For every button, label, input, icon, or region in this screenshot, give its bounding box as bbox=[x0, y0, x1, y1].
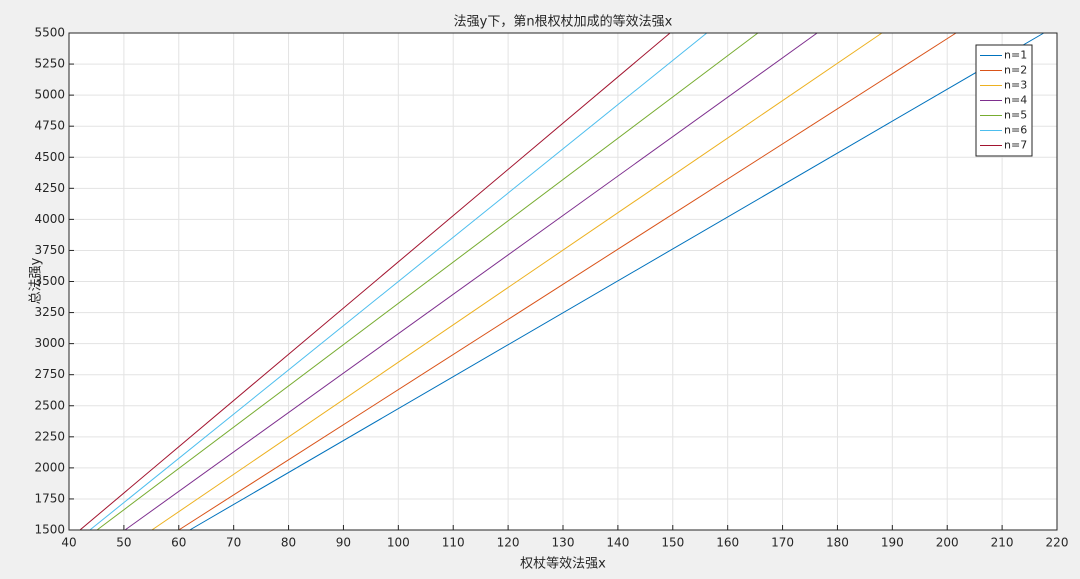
y-tick-label: 3000 bbox=[34, 336, 65, 350]
legend-label: n=4 bbox=[1004, 94, 1027, 107]
x-tick-label: 80 bbox=[281, 536, 296, 550]
x-tick-label: 190 bbox=[881, 536, 904, 550]
x-axis-label: 权杖等效法强x bbox=[520, 556, 606, 572]
x-tick-label: 200 bbox=[936, 536, 959, 550]
x-tick-label: 40 bbox=[61, 536, 76, 550]
y-tick-label: 4250 bbox=[34, 181, 65, 195]
y-tick-label: 4000 bbox=[34, 212, 65, 226]
x-tick-label: 180 bbox=[826, 536, 849, 550]
y-tick-label: 5250 bbox=[34, 57, 65, 71]
x-tick-label: 60 bbox=[171, 536, 186, 550]
y-tick-label: 2250 bbox=[34, 429, 65, 443]
legend-label: n=6 bbox=[1004, 124, 1027, 137]
legend-label: n=7 bbox=[1004, 139, 1027, 152]
line-series bbox=[96, 32, 759, 531]
line-series bbox=[178, 32, 957, 531]
line-series bbox=[189, 32, 1045, 531]
x-tick-label: 100 bbox=[387, 536, 410, 550]
x-tick-label: 220 bbox=[1046, 536, 1069, 550]
x-tick-label: 150 bbox=[661, 536, 684, 550]
chart-title: 法强y下，第n根权杖加成的等效法强x bbox=[454, 14, 673, 30]
y-tick-label: 5500 bbox=[34, 26, 65, 40]
y-tick-label: 3500 bbox=[34, 274, 65, 288]
line-series bbox=[79, 32, 671, 531]
line-series bbox=[89, 32, 708, 531]
y-tick-label: 1500 bbox=[34, 523, 65, 537]
y-tick-label: 2750 bbox=[34, 367, 65, 381]
x-tick-label: 50 bbox=[116, 536, 131, 550]
y-tick-label: 1750 bbox=[34, 491, 65, 505]
y-tick-label: 4750 bbox=[34, 119, 65, 133]
x-tick-label: 160 bbox=[716, 536, 739, 550]
x-tick-label: 140 bbox=[606, 536, 629, 550]
y-tick-label: 5000 bbox=[34, 88, 65, 102]
legend-label: n=2 bbox=[1004, 64, 1027, 77]
legend-label: n=1 bbox=[1004, 49, 1027, 62]
y-tick-label: 2500 bbox=[34, 398, 65, 412]
line-series bbox=[124, 32, 818, 531]
y-tick-label: 2000 bbox=[34, 460, 65, 474]
line-series bbox=[151, 32, 883, 531]
x-tick-label: 210 bbox=[991, 536, 1014, 550]
legend-label: n=5 bbox=[1004, 109, 1027, 122]
legend-label: n=3 bbox=[1004, 79, 1027, 92]
y-tick-label: 3750 bbox=[34, 243, 65, 257]
x-tick-label: 110 bbox=[442, 536, 465, 550]
x-tick-label: 120 bbox=[497, 536, 520, 550]
y-tick-label: 3250 bbox=[34, 305, 65, 319]
x-tick-label: 170 bbox=[771, 536, 794, 550]
y-tick-label: 4500 bbox=[34, 150, 65, 164]
x-tick-label: 90 bbox=[336, 536, 351, 550]
x-tick-label: 130 bbox=[552, 536, 575, 550]
x-tick-label: 70 bbox=[226, 536, 241, 550]
y-axis-label: 总法强y bbox=[29, 257, 44, 304]
